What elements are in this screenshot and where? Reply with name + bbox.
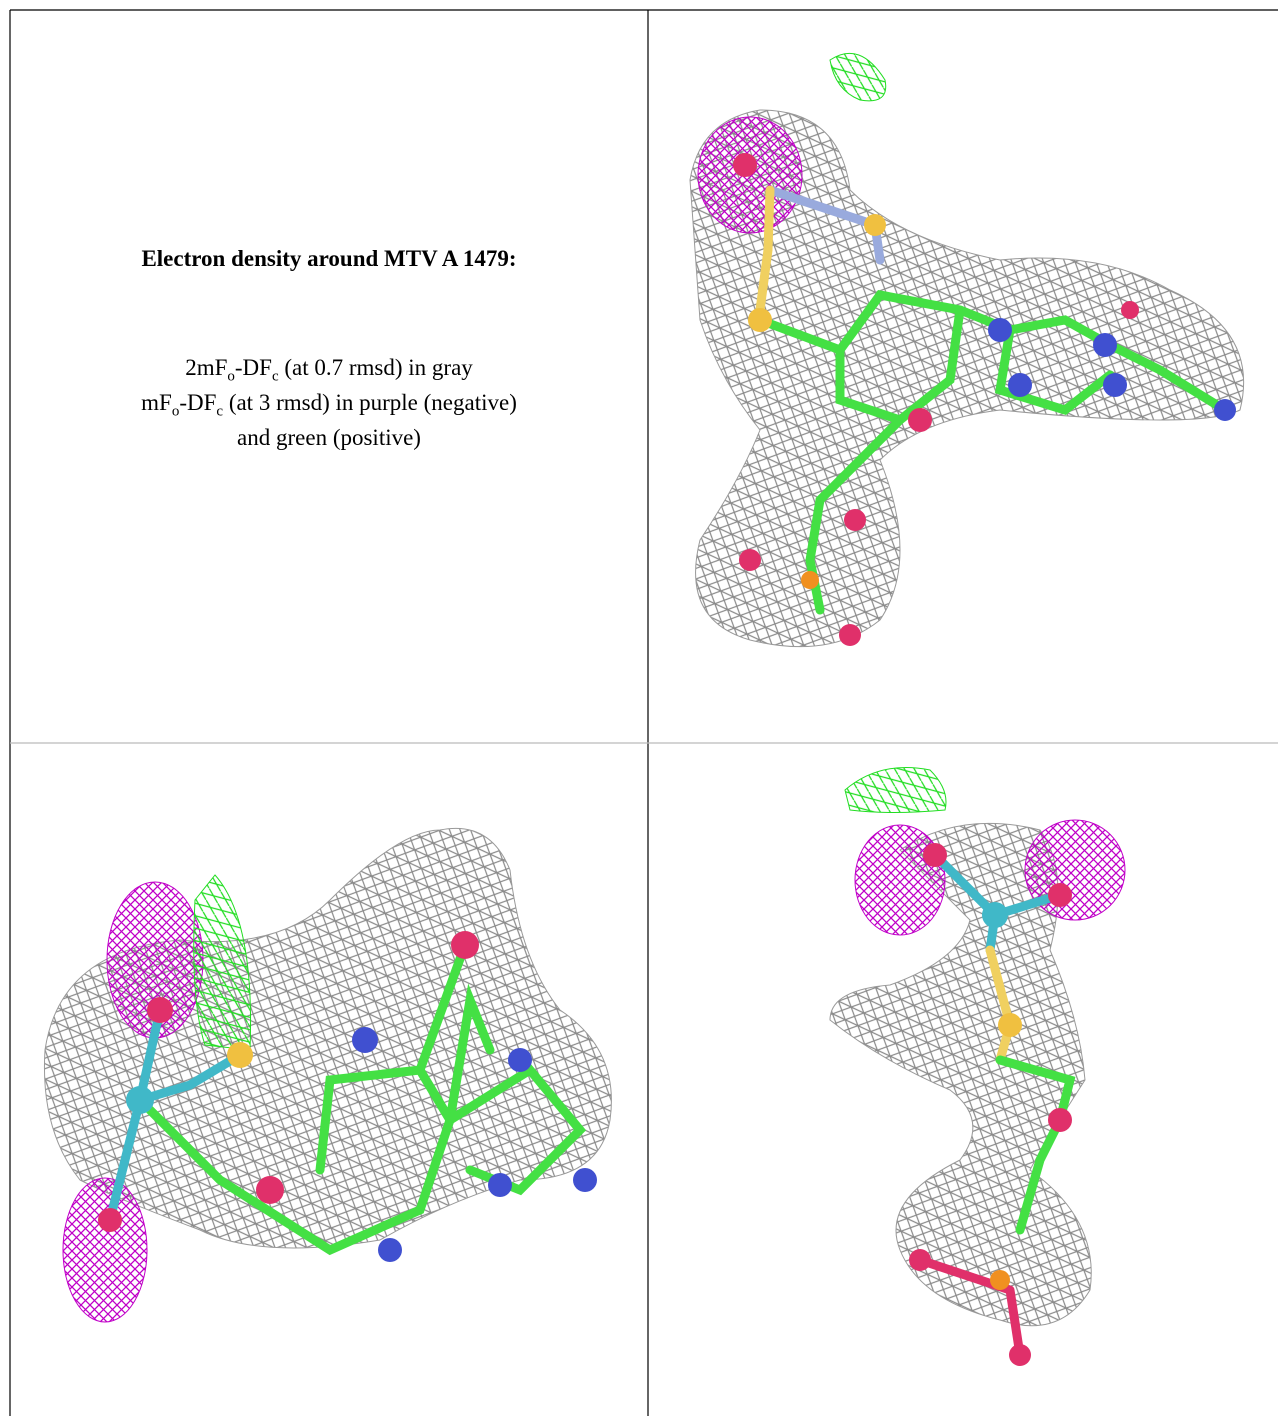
density-view-1 xyxy=(689,52,1245,648)
text-run: -DF xyxy=(179,390,217,415)
caption-line: mFo-DFc (at 3 rmsd) in purple (negative) xyxy=(10,390,648,421)
density-view-3 xyxy=(829,767,1126,1366)
text-run: -DF xyxy=(234,355,272,380)
density-view-2 xyxy=(43,827,612,1323)
subscript: o xyxy=(171,403,180,420)
caption-title: Electron density around MTV A 1479: xyxy=(141,246,517,271)
text-run: mF xyxy=(141,390,172,415)
text-run: (at 3 rmsd) in purple (negative) xyxy=(223,390,517,415)
table-borders xyxy=(9,9,1278,1416)
caption-line: and green (positive) xyxy=(10,425,648,451)
subscript: c xyxy=(271,368,279,385)
subscript: c xyxy=(216,403,224,420)
caption-line: 2mFo-DFc (at 0.7 rmsd) in gray xyxy=(10,355,648,386)
subscript: o xyxy=(227,368,235,385)
text-run: 2mF xyxy=(185,355,228,380)
text-run: and green (positive) xyxy=(237,425,421,450)
text-run: (at 0.7 rmsd) in gray xyxy=(278,355,473,380)
